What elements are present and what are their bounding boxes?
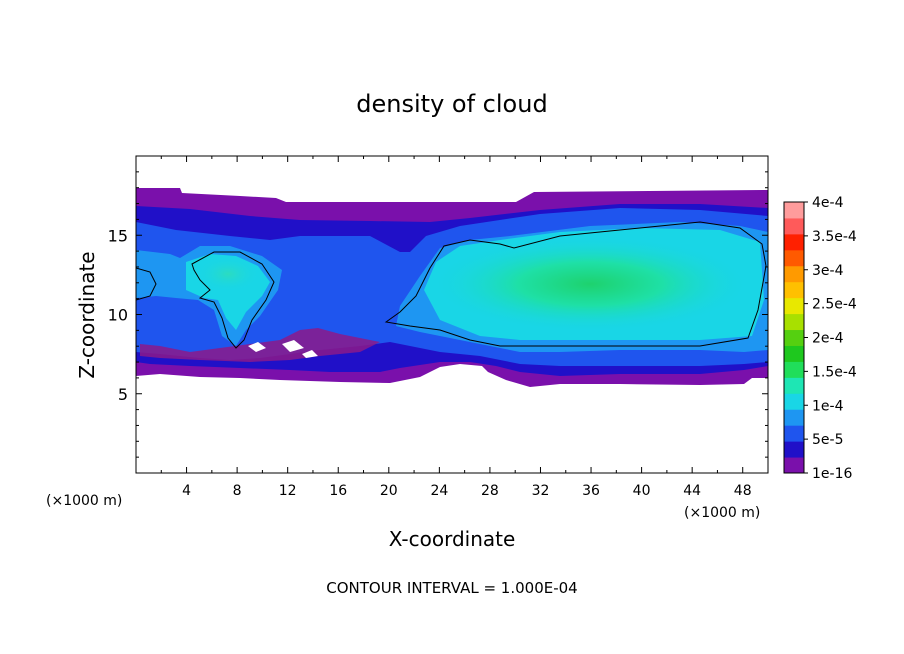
x-tick-label: 44 [683,483,701,499]
colorbar-swatch [784,457,804,474]
colorbar-swatch [784,217,804,235]
plot-field [136,156,768,473]
colorbar-label: 1e-4 [812,398,844,414]
colorbar-swatch [784,313,804,331]
x-tick-label: 8 [233,483,242,499]
colorbar-label: 5e-5 [812,432,843,448]
chart-title: density of cloud [356,90,547,118]
x-tick-label: 48 [734,483,752,499]
y-tick-label: 10 [108,306,128,325]
colorbar-label: 2.5e-4 [812,297,857,313]
colorbar-swatch [784,425,804,442]
colorbar-label: 3e-4 [812,263,844,279]
colorbar-swatch [784,345,804,362]
y-axis-ticks: 5 10 15 [108,171,768,458]
x-axis-ticks: 4 8 12 16 20 24 28 32 36 40 44 48 [160,156,752,499]
colorbar-swatch [784,265,804,283]
colorbar: 1e-16 5e-5 1e-4 1.5e-4 2e-4 2.5e-4 3e-4 3.5e-4 4… [783,195,857,482]
colorbar-label: 1.5e-4 [812,364,857,380]
x-tick-label: 24 [430,483,448,499]
colorbar-swatch [784,361,804,378]
contour-line-edge [136,267,157,301]
colorbar-swatch [784,409,804,426]
contour-line-left [191,251,275,349]
x-tick-label: 28 [481,483,499,499]
colorbar-swatch [784,441,804,458]
y-tick-label: 5 [118,385,128,404]
colorbar-swatch [784,202,804,219]
cloud-core-green [430,236,750,332]
colorbar-swatch [784,249,804,267]
x-unit-label-right: (×1000 m) [684,505,760,521]
colorbar-label: 4e-4 [812,195,844,211]
cloud-core-teal [196,256,260,292]
x-tick-label: 40 [633,483,651,499]
cloud-base-holes [248,340,318,358]
colorbar-label: 2e-4 [812,331,844,347]
x-tick-label: 4 [182,483,191,499]
colorbar-label: 1e-16 [812,466,852,482]
x-tick-label: 16 [329,483,347,499]
contour-line-right [384,221,767,347]
colorbar-swatch [784,329,804,346]
contour-interval-label: CONTOUR INTERVAL = 1.000E-04 [326,579,577,597]
colorbar-swatch [784,281,804,299]
x-axis-title: X-coordinate [389,527,516,551]
y-axis-title: Z-coordinate [75,251,99,378]
y-tick-label: 15 [108,226,128,245]
colorbar-swatch [784,233,804,251]
x-unit-label-left: (×1000 m) [46,493,122,509]
x-tick-label: 32 [532,483,550,499]
colorbar-label: 3.5e-4 [812,229,857,245]
x-tick-label: 12 [279,483,297,499]
colorbar-swatch [784,393,804,410]
colorbar-swatch [784,377,804,394]
x-tick-label: 20 [380,483,398,499]
x-tick-label: 36 [582,483,600,499]
colorbar-swatch [784,297,804,315]
